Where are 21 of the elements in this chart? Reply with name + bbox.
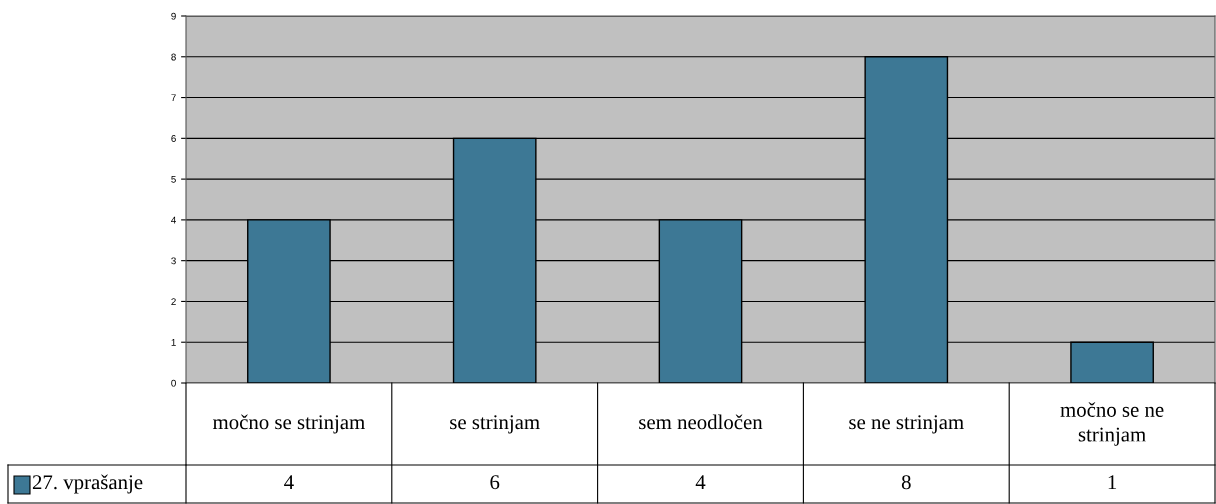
data-label: 6 <box>490 475 500 490</box>
data-label: 1 <box>1108 475 1117 490</box>
x-tick-label: se strinjam <box>450 415 540 434</box>
data-label: 4 <box>695 475 706 490</box>
y-tick-label: 5 <box>171 175 176 183</box>
y-tick-label: 4 <box>171 216 176 224</box>
x-tick-label: močno se ne strinjam <box>1060 402 1164 446</box>
data-label: 4 <box>284 475 294 490</box>
y-tick-label: 9 <box>171 12 176 20</box>
legend-label: 27. vprašanje <box>32 474 143 494</box>
data-label: 8 <box>901 475 911 490</box>
y-tick-label: 7 <box>171 94 176 102</box>
x-tick-label: se ne strinjam <box>849 415 964 434</box>
y-tick-label: 0 <box>171 379 176 387</box>
y-tick-label: 2 <box>171 298 176 305</box>
x-tick-label: močno se strinjam <box>212 414 365 434</box>
x-tick-label: sem neodločen <box>639 414 763 430</box>
y-tick-label: 1 <box>171 339 176 346</box>
y-tick-label: 6 <box>171 135 176 142</box>
y-tick-label: 3 <box>171 257 176 265</box>
y-tick-label: 8 <box>171 53 176 61</box>
